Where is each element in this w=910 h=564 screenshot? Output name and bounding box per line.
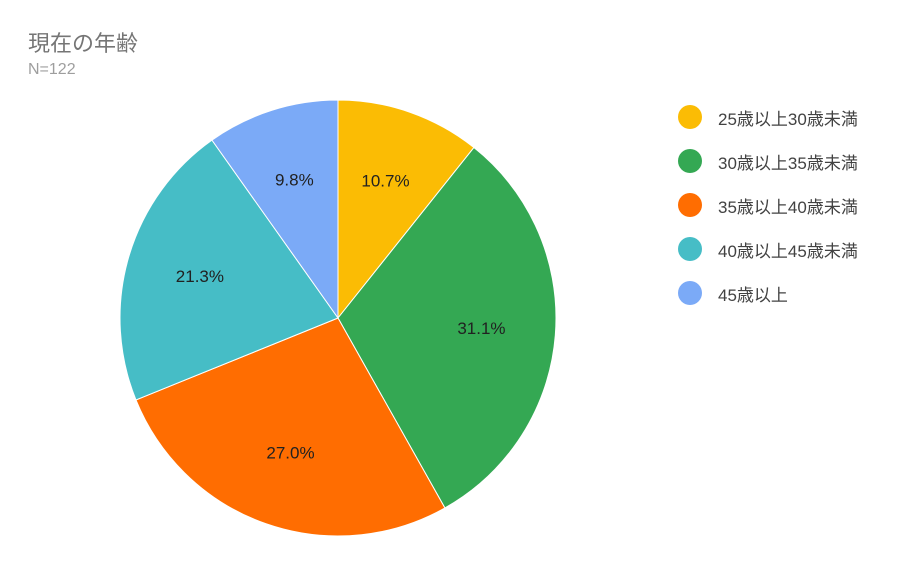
chart-legend: 25歳以上30歳未満 30歳以上35歳未満 35歳以上40歳未満 40歳以上45歳未満… xyxy=(678,95,858,315)
legend-swatch-icon xyxy=(678,281,702,305)
legend-swatch-icon xyxy=(678,149,702,173)
legend-label: 45歳以上 xyxy=(718,285,788,305)
legend-item-3[interactable]: 35歳以上40歳未満 xyxy=(678,183,858,227)
legend-item-5[interactable]: 45歳以上 xyxy=(678,271,858,315)
chart-title: 現在の年齢 xyxy=(28,31,139,56)
slice-label-1: 10.7% xyxy=(361,172,409,191)
legend-label: 25歳以上30歳未満 xyxy=(718,109,858,129)
pie-slice-2 xyxy=(337,146,557,509)
legend-swatch-icon xyxy=(678,193,702,217)
legend-label: 40歳以上45歳未満 xyxy=(718,241,858,261)
legend-swatch-icon xyxy=(678,105,702,129)
pie-slice-5 xyxy=(211,99,339,320)
slice-label-5: 9.8% xyxy=(275,170,314,189)
chart-subtitle: N=122 xyxy=(28,61,76,78)
pie-slice-4 xyxy=(119,139,339,401)
legend-label: 30歳以上35歳未満 xyxy=(718,153,858,173)
legend-item-2[interactable]: 30歳以上35歳未満 xyxy=(678,139,858,183)
slice-label-4: 21.3% xyxy=(176,267,224,286)
slice-label-3: 27.0% xyxy=(266,443,314,462)
legend-label: 35歳以上40歳未満 xyxy=(718,197,858,217)
legend-item-1[interactable]: 25歳以上30歳未満 xyxy=(678,95,858,139)
pie-slice-3 xyxy=(135,317,446,537)
pie-slice-1 xyxy=(337,99,475,320)
slice-label-2: 31.1% xyxy=(457,319,505,338)
legend-item-4[interactable]: 40歳以上45歳未満 xyxy=(678,227,858,271)
legend-swatch-icon xyxy=(678,237,702,261)
